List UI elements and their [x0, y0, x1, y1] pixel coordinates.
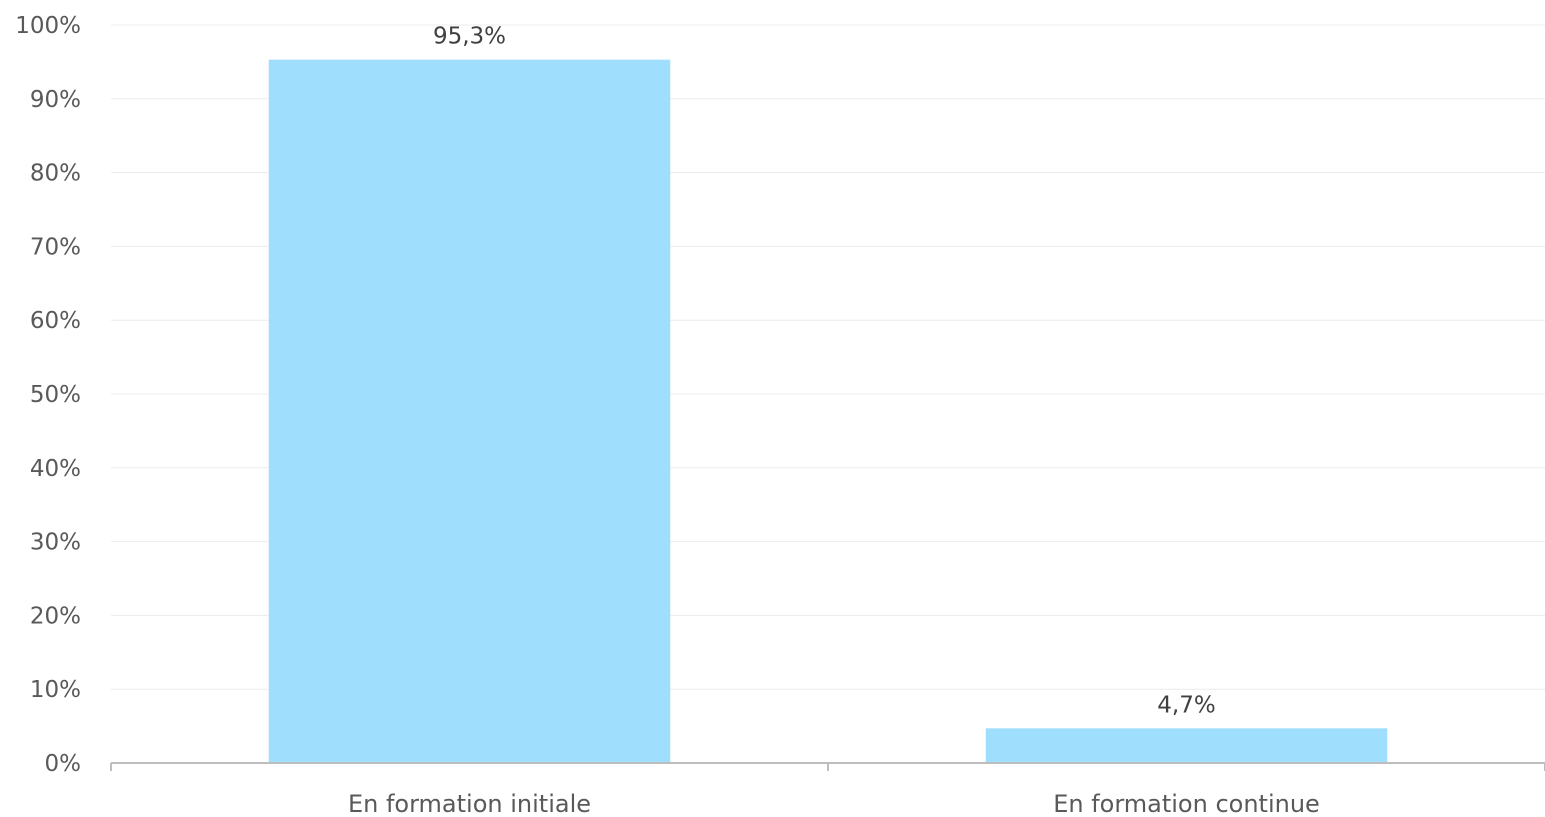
bar-1	[268, 59, 671, 764]
data-label: 95,3%	[433, 24, 506, 50]
y-tick-label: 10%	[30, 677, 81, 703]
data-label: 4,7%	[1157, 692, 1215, 718]
x-tick-label: En formation continue	[1053, 790, 1320, 817]
x-axis: En formation initiale En formation contin…	[110, 762, 1545, 817]
y-tick-label: 100%	[15, 13, 81, 39]
data-labels: 95,3% 4,7%	[433, 24, 1216, 719]
x-tick-label: En formation initiale	[348, 790, 591, 817]
bars	[268, 59, 1388, 764]
y-tick-label: 70%	[30, 234, 81, 260]
y-tick-label: 0%	[45, 751, 82, 777]
y-tick-label: 50%	[30, 382, 81, 408]
y-tick-label: 80%	[30, 161, 81, 187]
y-tick-label: 30%	[30, 530, 81, 556]
y-tick-label: 40%	[30, 456, 81, 482]
bar-2	[985, 728, 1388, 763]
y-tick-label: 60%	[30, 308, 81, 334]
y-tick-label: 90%	[30, 87, 81, 113]
y-tick-label: 20%	[30, 603, 81, 629]
y-axis-ticks: 0% 10% 20% 30% 40% 50% 60% 70% 80% 90% 100%	[15, 13, 81, 777]
